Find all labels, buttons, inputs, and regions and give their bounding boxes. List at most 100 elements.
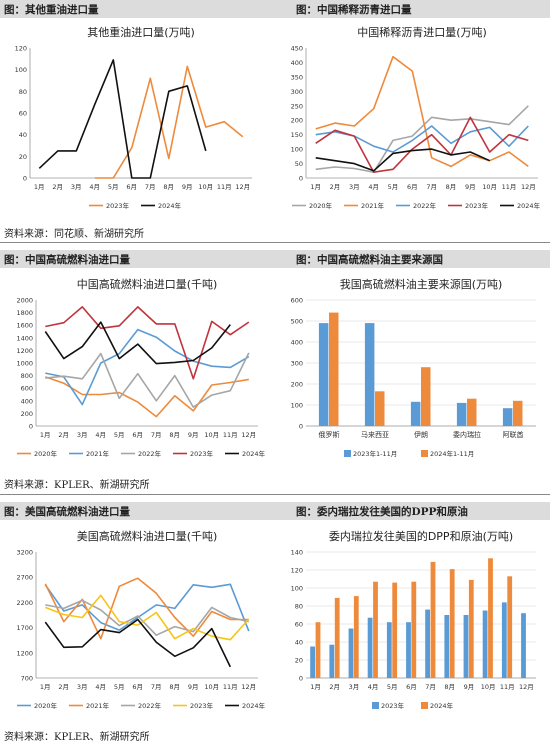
source-note: 资料来源：KPLER、新湖研究所	[4, 732, 150, 743]
x-tick-label: 4月	[368, 183, 379, 191]
source-note: 资料来源：KPLER、新湖研究所	[4, 480, 150, 491]
legend-label: 2023年	[190, 449, 214, 458]
legend-label: 2023年	[106, 201, 130, 210]
y-tick-label: 1400	[16, 334, 33, 342]
x-tick-label: 1月	[310, 683, 321, 691]
x-tick-label: 4月	[368, 683, 379, 691]
x-tick-label: 3月	[349, 683, 360, 691]
x-tick-label: 10月	[204, 431, 219, 439]
bar	[364, 323, 375, 426]
x-tick-label: 6月	[132, 431, 143, 439]
bar	[392, 582, 398, 678]
legend-label: 2021年	[361, 201, 385, 210]
series-line	[315, 148, 491, 172]
y-tick-label: 250	[291, 102, 303, 110]
chart-diluted-bitumen-imports: 中国稀释沥青进口量(万吨) 0 50 100 150 200 250 300 350 400 450…	[291, 26, 541, 210]
bar	[467, 398, 477, 426]
y-tick-label: 350	[291, 73, 303, 81]
x-tick-label: 10月	[198, 183, 213, 191]
x-tick-label: 2月	[58, 431, 69, 439]
bar	[334, 597, 340, 678]
x-tick-label: 委内瑞拉	[453, 430, 481, 439]
y-tick-label: 60	[19, 110, 27, 118]
series-line	[45, 328, 250, 406]
x-tick-label: 9月	[182, 183, 193, 191]
chart-title: 委内瑞拉发往美国的DPP和原油(万吨)	[329, 529, 513, 543]
y-tick-label: 150	[291, 131, 303, 139]
source-note: 资料来源：同花顺、新湖研究所	[4, 229, 144, 240]
y-tick-label: 1200	[16, 347, 33, 355]
divider	[0, 494, 550, 495]
y-tick-label: 600	[291, 297, 303, 305]
x-tick-label: 2月	[52, 183, 63, 191]
x-tick-label: 2月	[58, 683, 69, 691]
y-tick-label: 80	[19, 88, 27, 96]
series-line	[45, 376, 249, 418]
y-tick-label: 2700	[16, 574, 33, 582]
y-tick-label: 50	[295, 160, 303, 168]
x-tick-label: 7月	[151, 683, 162, 691]
y-tick-label: 200	[291, 381, 303, 389]
x-tick-label: 1月	[40, 431, 51, 439]
bar	[463, 615, 469, 678]
legend-label: 2024年	[242, 701, 266, 710]
legend-label: 2023年	[190, 701, 214, 710]
x-tick-label: 11月	[223, 431, 238, 439]
y-tick-label: 450	[291, 45, 303, 53]
x-tick-label: 2月	[329, 683, 340, 691]
bar	[513, 400, 523, 426]
x-tick-label: 5月	[108, 183, 119, 191]
y-tick-label: 1000	[16, 360, 33, 368]
y-tick-label: 300	[291, 88, 303, 96]
series-line	[315, 125, 529, 153]
row3-header: 图：美国高硫燃料油进口量 图：委内瑞拉发往美国的DPP和原油	[0, 502, 550, 520]
x-tick-label: 9月	[188, 683, 199, 691]
legend-swatch	[421, 702, 428, 709]
row1-header: 图：其他重油进口量 图：中国稀释沥青进口量	[0, 0, 550, 18]
x-tick-label: 6月	[126, 183, 137, 191]
bar	[353, 596, 359, 678]
y-tick-label: 300	[291, 360, 303, 368]
x-tick-label: 12月	[521, 183, 536, 191]
bar	[373, 581, 378, 678]
bar	[375, 391, 385, 426]
x-tick-label: 9月	[464, 683, 475, 691]
legend-label: 2024年	[158, 201, 182, 210]
bar	[521, 613, 526, 678]
bar	[386, 622, 392, 678]
series-line	[315, 116, 529, 173]
legend-swatch	[344, 450, 351, 457]
divider	[0, 242, 550, 243]
x-tick-label: 5月	[114, 431, 125, 439]
y-tick-label: 20	[19, 153, 27, 161]
bar	[348, 628, 354, 678]
chart-title: 其他重油进口量(万吨)	[87, 25, 195, 39]
legend-label: 2020年	[309, 201, 333, 210]
series-line	[45, 594, 250, 641]
y-tick-label: 1700	[16, 624, 33, 632]
y-tick-label: 200	[21, 410, 33, 418]
x-tick-label: 7月	[151, 431, 162, 439]
x-tick-label: 12月	[241, 431, 256, 439]
series-line	[44, 583, 250, 632]
legend-label: 2023年	[381, 701, 405, 710]
series-line	[94, 65, 244, 179]
legend-label: 2020年	[34, 701, 58, 710]
x-tick-label: 10月	[482, 183, 497, 191]
x-tick-label: 6月	[407, 183, 418, 191]
legend-label: 2021年	[86, 449, 110, 458]
y-tick-label: 20	[295, 657, 303, 665]
y-tick-label: 100	[291, 402, 303, 410]
bar	[468, 579, 474, 678]
legend-label: 2023年	[465, 201, 489, 210]
chart-title-left: 图：中国高硫燃料油进口量	[4, 254, 130, 266]
y-tick-label: 120	[15, 45, 27, 53]
x-tick-label: 5月	[114, 683, 125, 691]
x-tick-label: 10月	[481, 683, 496, 691]
legend-label: 2022年	[138, 701, 162, 710]
y-tick-label: 800	[21, 372, 33, 380]
x-tick-label: 7月	[425, 683, 436, 691]
x-tick-label: 3月	[71, 183, 82, 191]
bar	[421, 367, 431, 426]
y-tick-label: 120	[291, 567, 303, 575]
